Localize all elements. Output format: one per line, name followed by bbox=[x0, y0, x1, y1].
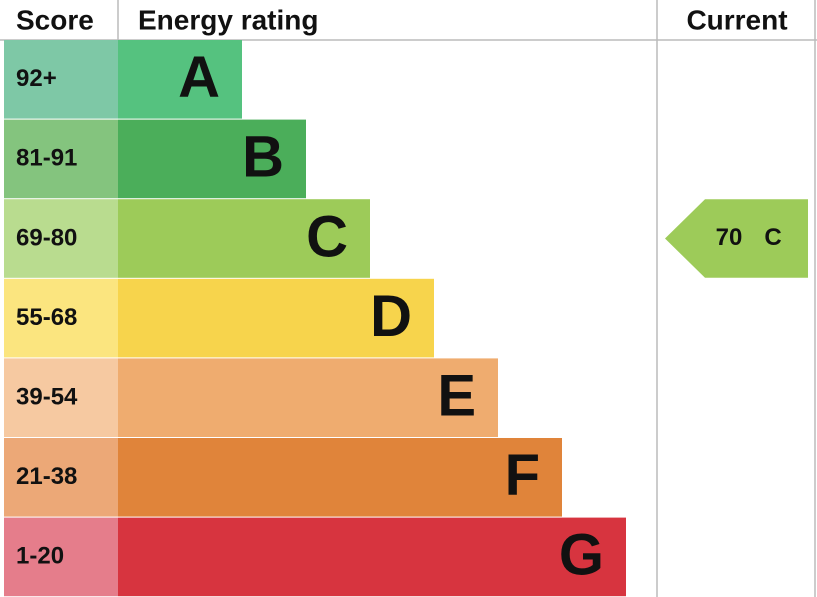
rating-header: Energy rating bbox=[138, 4, 318, 35]
score-range: 92+ bbox=[16, 65, 57, 92]
current-score: 70 bbox=[716, 224, 743, 251]
rows: 92+ A 81-91 B 69-80 C 55-68 D 39-54 E 21-38 F 1-20 G bbox=[4, 40, 626, 597]
arrow-shape bbox=[665, 199, 808, 278]
rating-letter: C bbox=[306, 204, 348, 269]
score-range: 21-38 bbox=[16, 463, 77, 490]
current-rating-arrow: 70 C bbox=[665, 199, 808, 278]
score-cell bbox=[4, 40, 118, 119]
rating-bar bbox=[118, 517, 626, 597]
score-cell bbox=[4, 278, 118, 358]
rating-bar bbox=[118, 358, 498, 437]
score-cell bbox=[4, 517, 118, 597]
current-letter: C bbox=[764, 224, 781, 251]
rating-bar bbox=[118, 40, 242, 119]
score-range: 39-54 bbox=[16, 384, 78, 411]
score-cell bbox=[4, 119, 118, 199]
score-cell bbox=[4, 358, 118, 437]
rating-letter: G bbox=[559, 523, 604, 588]
rating-letter: E bbox=[437, 364, 476, 429]
rating-letter: D bbox=[370, 284, 412, 349]
score-header: Score bbox=[16, 4, 94, 35]
rating-letter: A bbox=[178, 45, 220, 110]
rating-bar bbox=[118, 278, 434, 358]
rating-bar bbox=[118, 199, 370, 278]
rating-letter: B bbox=[242, 125, 284, 190]
score-range: 81-91 bbox=[16, 145, 77, 172]
current-header: Current bbox=[686, 4, 787, 35]
rating-letter: F bbox=[505, 443, 540, 508]
score-range: 55-68 bbox=[16, 304, 77, 331]
rating-bar bbox=[118, 119, 306, 199]
score-range: 69-80 bbox=[16, 224, 77, 251]
score-range: 1-20 bbox=[16, 543, 64, 570]
score-cell bbox=[4, 199, 118, 278]
score-cell bbox=[4, 438, 118, 517]
rating-bar bbox=[118, 438, 562, 517]
